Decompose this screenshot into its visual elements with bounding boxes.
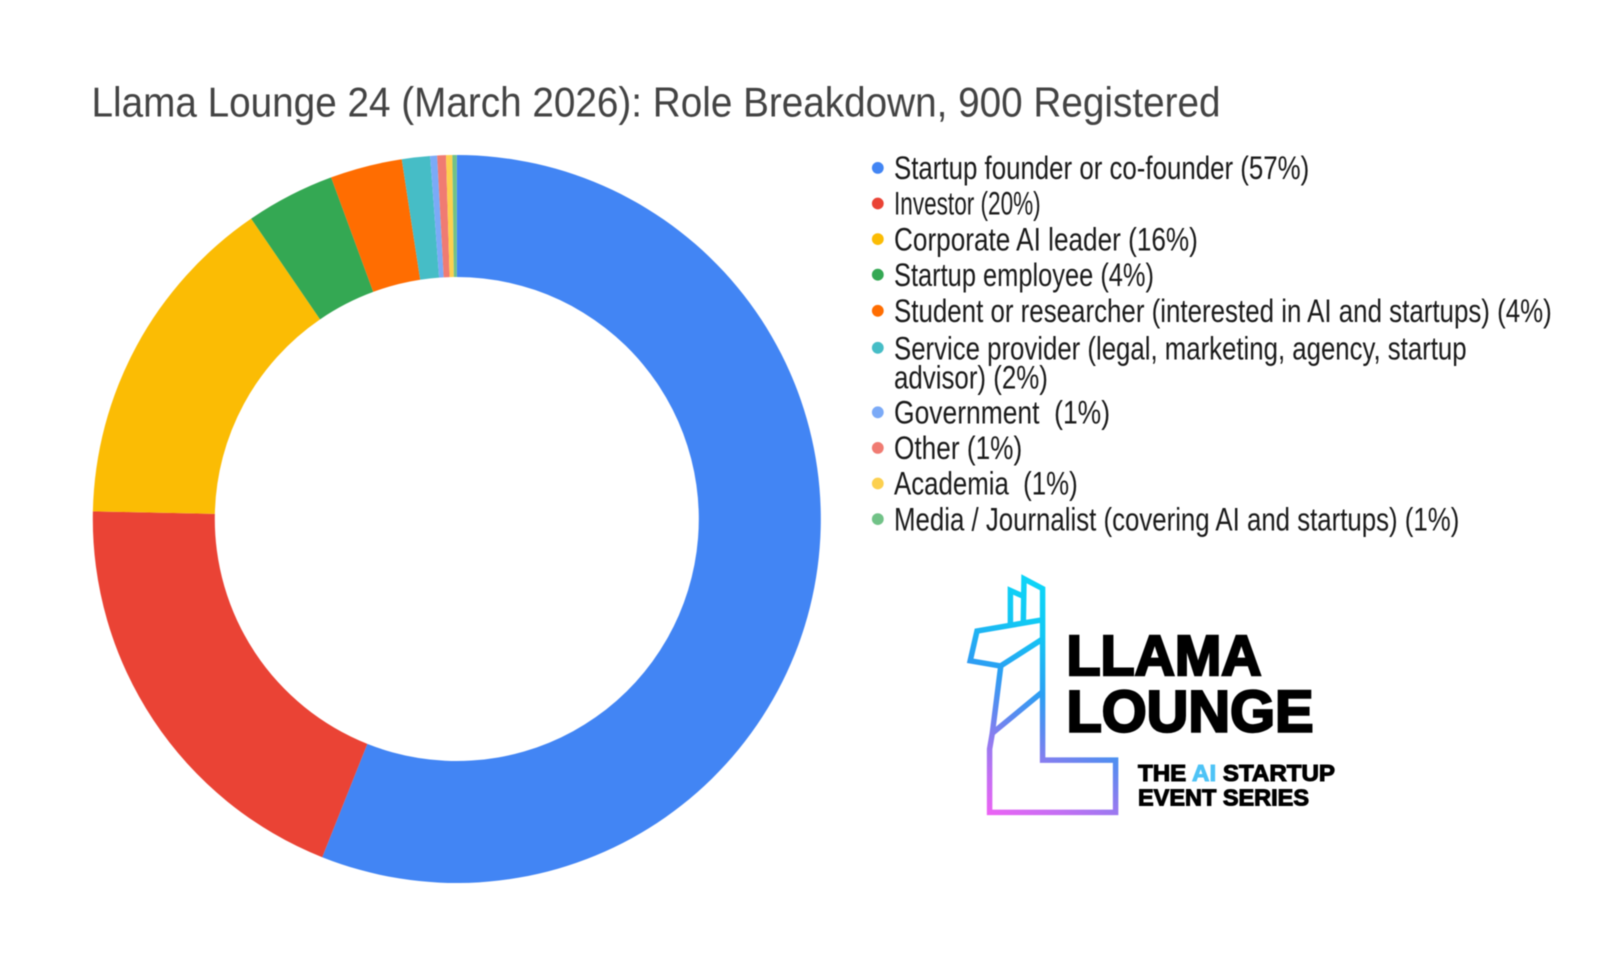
svg-text:Investor (20%): Investor (20%) bbox=[894, 185, 1041, 222]
svg-text:LOUNGE: LOUNGE bbox=[1067, 680, 1314, 745]
svg-text:Llama Lounge 24 (March 2026):: Llama Lounge 24 (March 2026): Role Break… bbox=[92, 79, 1221, 126]
svg-text:Media / Journalist (covering A: Media / Journalist (covering AI and star… bbox=[894, 500, 1459, 537]
svg-text:Startup employee (4%): Startup employee (4%) bbox=[894, 256, 1154, 293]
svg-text:advisor) (2%): advisor) (2%) bbox=[894, 359, 1048, 396]
svg-text:Corporate AI leader (16%): Corporate AI leader (16%) bbox=[894, 220, 1198, 257]
svg-text:Student or researcher (interes: Student or researcher (interested in AI … bbox=[894, 292, 1552, 329]
svg-text:Startup founder or co-founder: Startup founder or co-founder (57%) bbox=[894, 149, 1309, 186]
svg-text:Service provider (legal, marke: Service provider (legal, marketing, agen… bbox=[894, 330, 1467, 367]
svg-text:THE AI STARTUP: THE AI STARTUP bbox=[1138, 760, 1335, 786]
svg-text:EVENT SERIES: EVENT SERIES bbox=[1138, 785, 1309, 811]
svg-text:Other (1%): Other (1%) bbox=[894, 429, 1022, 466]
svg-text:Government (1%): Government (1%) bbox=[894, 394, 1110, 431]
svg-text:Academia (1%): Academia (1%) bbox=[894, 465, 1078, 502]
svg-text:LLAMA: LLAMA bbox=[1067, 624, 1262, 687]
